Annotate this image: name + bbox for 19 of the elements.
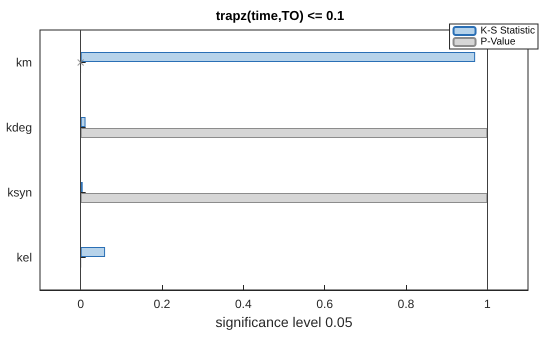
legend-label: K-S Statistic [480,26,536,36]
bar [80,128,488,138]
y-tick-label: ksyn [7,186,32,200]
bar [80,52,476,62]
y-tick-label: kel [16,250,32,264]
x-tick-label: 0.2 [154,297,171,311]
chart-title: trapz(time,TO) <= 0.1 [216,8,344,23]
bar [80,193,488,203]
bar [80,117,86,127]
y-tick-label: km [16,56,32,70]
x-tick-label: 0.4 [234,297,252,311]
x-axis-title: significance level 0.05 [216,314,353,330]
x-tick-label: 0.6 [316,297,334,311]
legend-label: P-Value [480,36,516,48]
x-tick-label: 0 [77,297,84,311]
x-tick-label: 1 [484,297,491,311]
x-tick-label: 0.8 [398,297,415,311]
y-tick-label: kdeg [6,120,32,134]
bar [80,247,106,257]
